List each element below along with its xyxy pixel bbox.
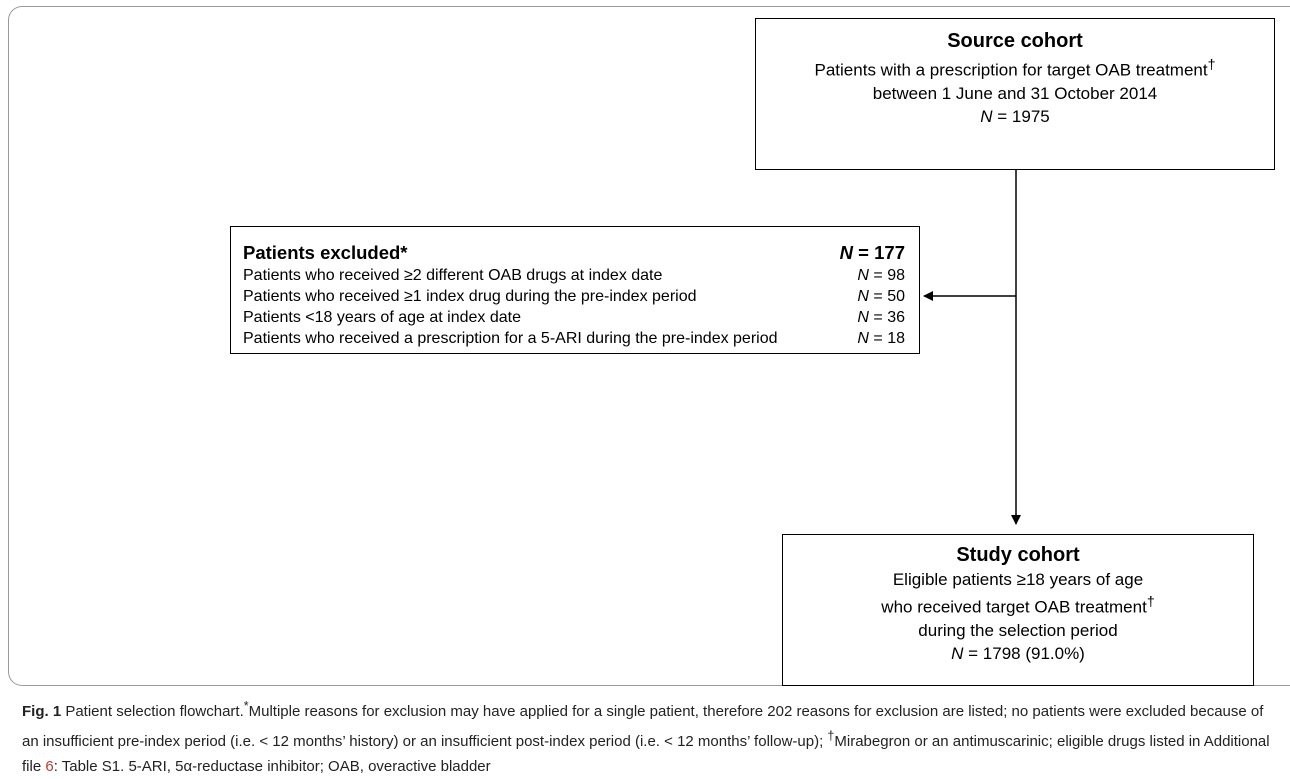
- study-cohort-line1: Eligible patients ≥18 years of age: [892, 570, 1144, 589]
- figure-frame: [8, 6, 1290, 686]
- exclusion-reason: Patients <18 years of age at index date: [243, 309, 521, 326]
- exclusion-row: Patients who received ≥2 different OAB d…: [243, 265, 905, 286]
- figure-caption: Fig. 1 Patient selection flowchart.*Mult…: [22, 699, 1270, 775]
- source-cohort-n: N = 1975: [980, 106, 1050, 126]
- study-cohort-line3: during the selection period: [918, 620, 1118, 640]
- excluded-header: Patients excluded* N = 177: [243, 241, 905, 265]
- figure-label: Fig. 1: [22, 703, 62, 720]
- study-cohort-box: Study cohort Eligible patients ≥18 years…: [782, 534, 1254, 686]
- study-cohort-line2: who received target OAB treatment†: [881, 594, 1155, 617]
- excluded-box: Patients excluded* N = 177 Patients who …: [230, 226, 920, 354]
- exclusion-count: N = 50: [857, 288, 905, 305]
- source-cohort-line1: Patients with a prescription for target …: [814, 57, 1216, 80]
- exclusion-reason: Patients who received ≥2 different OAB d…: [243, 267, 663, 284]
- exclusion-row: Patients <18 years of age at index date …: [243, 307, 905, 328]
- study-cohort-n: N = 1798 (91.0%): [951, 643, 1085, 663]
- exclusion-reason: Patients who received ≥1 index drug duri…: [243, 288, 697, 305]
- excluded-total: N = 177: [839, 242, 905, 263]
- exclusion-reason: Patients who received a prescription for…: [243, 330, 778, 347]
- source-cohort-line2: between 1 June and 31 October 2014: [872, 83, 1158, 103]
- exclusion-count: N = 36: [857, 309, 905, 326]
- source-cohort-box: Source cohort Patients with a prescripti…: [755, 18, 1275, 170]
- exclusion-count: N = 18: [857, 330, 905, 347]
- dagger-mark: †: [1207, 57, 1216, 73]
- exclusion-row: Patients who received ≥1 index drug duri…: [243, 286, 905, 307]
- exclusion-count: N = 98: [857, 267, 905, 284]
- exclusion-row: Patients who received a prescription for…: [243, 328, 905, 349]
- asterisk-mark: *: [243, 699, 249, 713]
- dagger-mark: †: [1146, 594, 1155, 610]
- study-cohort-title: Study cohort: [956, 544, 1080, 566]
- source-cohort-title: Source cohort: [947, 30, 1083, 52]
- additional-file-link[interactable]: 6: [45, 758, 54, 775]
- excluded-title: Patients excluded*: [243, 242, 408, 263]
- dagger-mark: †: [827, 729, 835, 743]
